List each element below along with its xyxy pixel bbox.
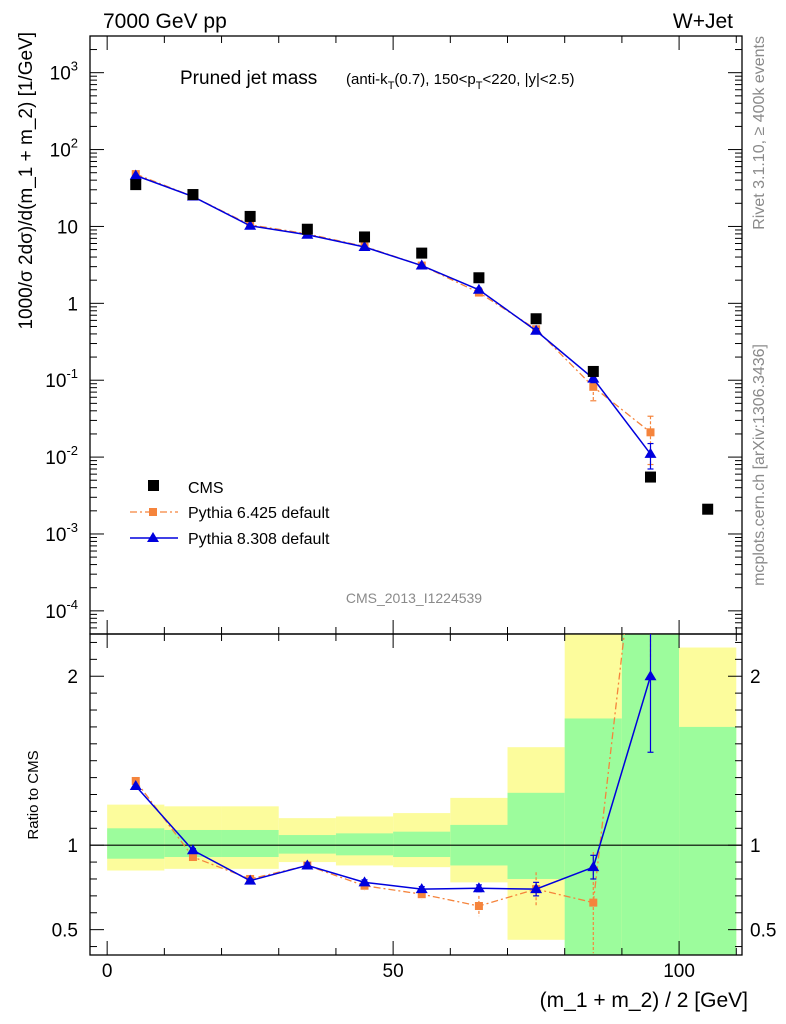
- marker-cms: [416, 247, 428, 259]
- ratio-marker-pythia8: [186, 844, 199, 855]
- ratio-marker-pythia8: [587, 861, 600, 872]
- legend-marker-cms: [148, 480, 159, 491]
- ratio-band-inner: [278, 835, 336, 854]
- main-y-tick-label: 10-2: [45, 443, 78, 469]
- ratio-marker-pythia6: [417, 890, 426, 899]
- ratio-band-inner: [335, 833, 394, 856]
- main-y-tick-label: 10-1: [45, 366, 78, 392]
- x-tick-label: 50: [383, 961, 404, 982]
- legend: CMS Pythia 6.425 default Pythia 8.308 de…: [130, 480, 330, 548]
- legend-label-pythia6: Pythia 6.425 default: [188, 505, 330, 522]
- ratio-band-inner: [107, 828, 165, 859]
- ratio-line-pythia8: [135, 676, 652, 890]
- series-line-pythia8: [135, 174, 652, 455]
- legend-marker-pythia6: [149, 508, 157, 516]
- main-y-tick-label: 10-3: [45, 520, 78, 546]
- plot-title: Pruned jet mass: [180, 68, 317, 89]
- x-tick-label: 0: [102, 961, 113, 982]
- ratio-marker-pythia8: [644, 670, 657, 681]
- marker-cms: [187, 189, 199, 201]
- ratio-marker-pythia8: [530, 883, 543, 894]
- side-label-top: Rivet 3.1.10, ≥ 400k events: [751, 36, 768, 230]
- ratio-plot: 0 50 100 0.5 0.5 1 1 2 2: [52, 402, 776, 982]
- ratio-marker-pythia8: [415, 883, 428, 894]
- ratio-y-tick-label: 0.5: [52, 921, 78, 942]
- ratio-marker-pythia6: [646, 402, 654, 410]
- marker-pythia8: [358, 241, 371, 252]
- ratio-y-tick-label: 2: [67, 667, 78, 688]
- marker-cms: [301, 223, 313, 235]
- ratio-marker-pythia6: [474, 902, 483, 911]
- ratio-marker-pythia8: [244, 874, 257, 885]
- marker-pythia8: [644, 447, 657, 458]
- ratio-y-axis-label: Ratio to CMS: [25, 750, 42, 839]
- legend-marker-pythia8: [147, 532, 159, 542]
- header-left: 7000 GeV pp: [103, 10, 227, 33]
- side-label-bottom: mcplots.cern.ch [arXiv:1306.3436]: [751, 344, 768, 586]
- main-y-tick-label: 10-4: [45, 597, 78, 623]
- ratio-marker-pythia8: [129, 780, 142, 791]
- ratio-band-inner: [221, 829, 279, 858]
- marker-pythia6: [646, 428, 655, 437]
- marker-cms: [702, 503, 714, 515]
- marker-pythia8: [472, 283, 485, 294]
- ratio-band-inner: [564, 718, 622, 955]
- marker-pythia8: [587, 372, 600, 383]
- ratio-y-tick-label: 1: [67, 836, 78, 857]
- marker-cms: [130, 179, 142, 191]
- marker-pythia8: [415, 259, 428, 270]
- ratio-marker-pythia8: [301, 859, 314, 870]
- main-y-tick-label: 1: [67, 294, 78, 315]
- ratio-y-tick-label: 0.5: [750, 921, 776, 942]
- marker-cms: [359, 231, 371, 243]
- main-y-tick-label: 10: [57, 217, 78, 238]
- main-y-axis-label: 1000/σ 2dσ)/d(m_1 + m_2) [1/GeV]: [16, 32, 37, 330]
- ratio-band-inner: [393, 831, 451, 858]
- legend-label-pythia8: Pythia 8.308 default: [188, 531, 330, 548]
- ratio-marker-pythia6: [188, 853, 197, 862]
- main-y-tick-label: 103: [50, 59, 78, 85]
- ratio-marker-pythia6: [589, 898, 598, 907]
- marker-cms: [587, 365, 599, 377]
- ratio-y-tick-label: 2: [750, 667, 761, 688]
- analysis-id: CMS_2013_I1224539: [346, 590, 482, 606]
- marker-cms: [473, 272, 485, 284]
- legend-label-cms: CMS: [188, 480, 224, 497]
- ratio-band-inner: [679, 726, 737, 955]
- ratio-series-group: [129, 402, 657, 954]
- main-y-tick-label: 102: [50, 136, 78, 162]
- ratio-band-inner: [507, 792, 565, 879]
- x-axis-label: (m_1 + m_2) / 2 [GeV]: [540, 989, 748, 1012]
- x-tick-label: 100: [663, 961, 695, 982]
- marker-cms: [530, 313, 542, 325]
- ratio-marker-pythia8: [472, 882, 485, 893]
- marker-cms: [244, 210, 256, 222]
- ratio-line-pythia6: [135, 634, 625, 907]
- marker-cms: [644, 471, 656, 483]
- marker-pythia8: [244, 219, 257, 230]
- series-line-pythia6: [135, 173, 651, 433]
- header-right: W+Jet: [673, 10, 733, 33]
- ratio-y-tick-label: 1: [750, 836, 761, 857]
- marker-pythia6: [589, 382, 598, 391]
- marker-pythia8: [530, 324, 543, 335]
- marker-pythia8: [129, 169, 142, 180]
- plot-title-detail: (anti-kT(0.7), 150<pT<220, |y|<2.5): [346, 71, 575, 92]
- ratio-marker-pythia8: [358, 876, 371, 887]
